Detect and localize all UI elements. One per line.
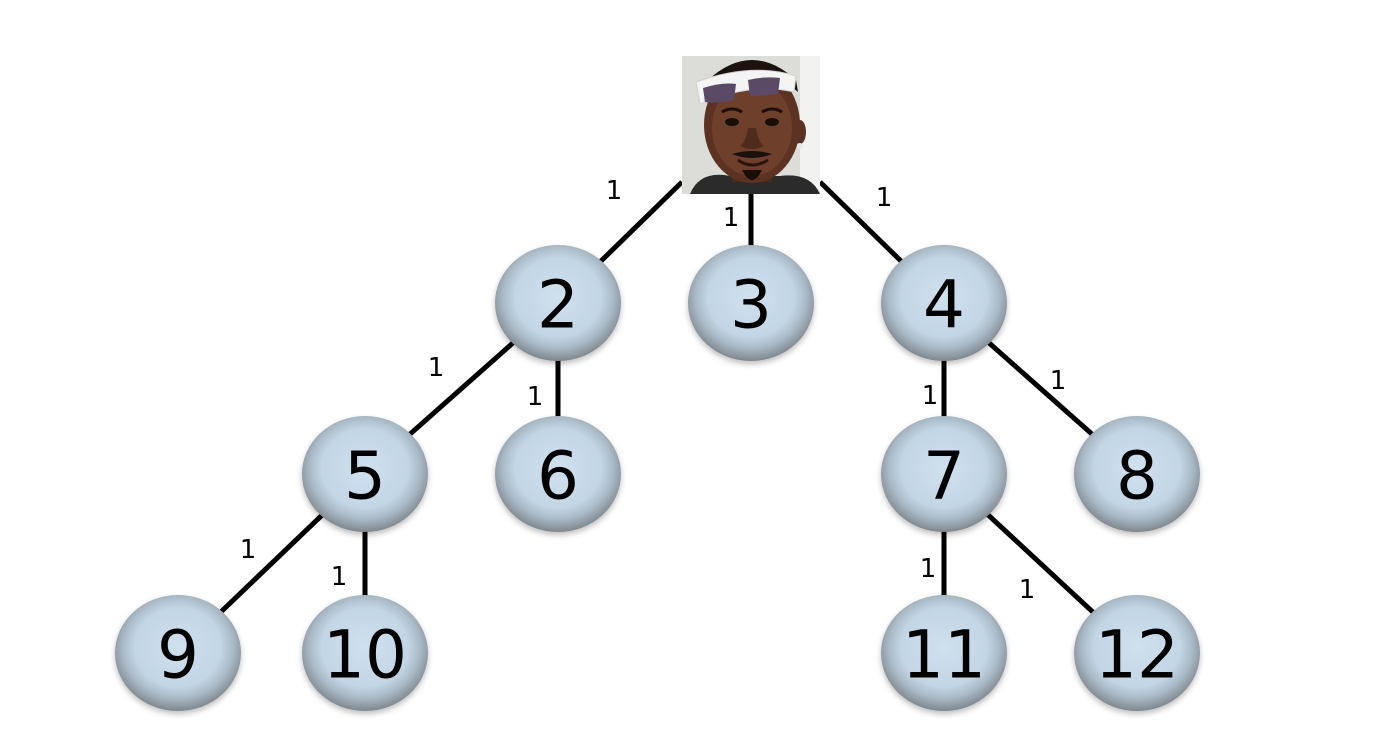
edge-weight-4-8: 1 bbox=[1050, 366, 1067, 396]
tree-node-6: 6 bbox=[495, 416, 621, 532]
node-circle-10 bbox=[302, 595, 428, 711]
root-node-photo bbox=[682, 56, 820, 194]
edge-weight-2-5: 1 bbox=[428, 353, 445, 383]
tree-node-3: 3 bbox=[688, 245, 814, 361]
node-label-5: 5 bbox=[344, 438, 386, 515]
edge-weight-2-6: 1 bbox=[527, 382, 544, 412]
node-circle-7 bbox=[881, 416, 1007, 532]
node-circle-9 bbox=[115, 595, 241, 711]
node-label-2: 2 bbox=[537, 267, 579, 344]
sunglasses-icon bbox=[695, 69, 797, 105]
edge-weight-root-4: 1 bbox=[876, 183, 893, 213]
node-label-3: 3 bbox=[730, 267, 772, 344]
tree-node-7: 7 bbox=[881, 416, 1007, 532]
nodes-layer: 2 3 45 6 7 89 10 11 12 bbox=[115, 245, 1200, 711]
tree-node-10: 10 bbox=[302, 595, 428, 711]
weights-layer: 1 1 1 1 1 1 1 1 1 1 1 bbox=[240, 176, 1067, 605]
edge-weight-7-12: 1 bbox=[1019, 575, 1036, 605]
node-circle-4 bbox=[881, 245, 1007, 361]
node-circle-12 bbox=[1074, 595, 1200, 711]
node-circle-3 bbox=[688, 245, 814, 361]
edge-weight-5-9: 1 bbox=[240, 535, 257, 565]
edge-weight-root-3: 1 bbox=[723, 203, 740, 233]
edge-weight-4-7: 1 bbox=[922, 381, 939, 411]
tree-node-12: 12 bbox=[1074, 595, 1200, 711]
tree-node-4: 4 bbox=[881, 245, 1007, 361]
node-label-9: 9 bbox=[157, 617, 199, 694]
node-circle-11 bbox=[881, 595, 1007, 711]
node-label-4: 4 bbox=[923, 267, 965, 344]
tree-node-9: 9 bbox=[115, 595, 241, 711]
node-circle-2 bbox=[495, 245, 621, 361]
node-circle-8 bbox=[1074, 416, 1200, 532]
edges-layer bbox=[176, 180, 1139, 655]
tree-node-2: 2 bbox=[495, 245, 621, 361]
node-label-7: 7 bbox=[923, 438, 965, 515]
tree-node-8: 8 bbox=[1074, 416, 1200, 532]
edge-weight-5-10: 1 bbox=[331, 562, 348, 592]
edge-weight-root-2: 1 bbox=[606, 176, 623, 206]
node-label-6: 6 bbox=[537, 438, 579, 515]
node-label-11: 11 bbox=[902, 617, 986, 694]
node-label-10: 10 bbox=[323, 617, 407, 694]
edge-weight-7-11: 1 bbox=[920, 554, 937, 584]
tree-node-5: 5 bbox=[302, 416, 428, 532]
node-label-12: 12 bbox=[1095, 617, 1179, 694]
node-circle-5 bbox=[302, 416, 428, 532]
node-label-8: 8 bbox=[1116, 438, 1158, 515]
node-circle-6 bbox=[495, 416, 621, 532]
tree-node-11: 11 bbox=[881, 595, 1007, 711]
